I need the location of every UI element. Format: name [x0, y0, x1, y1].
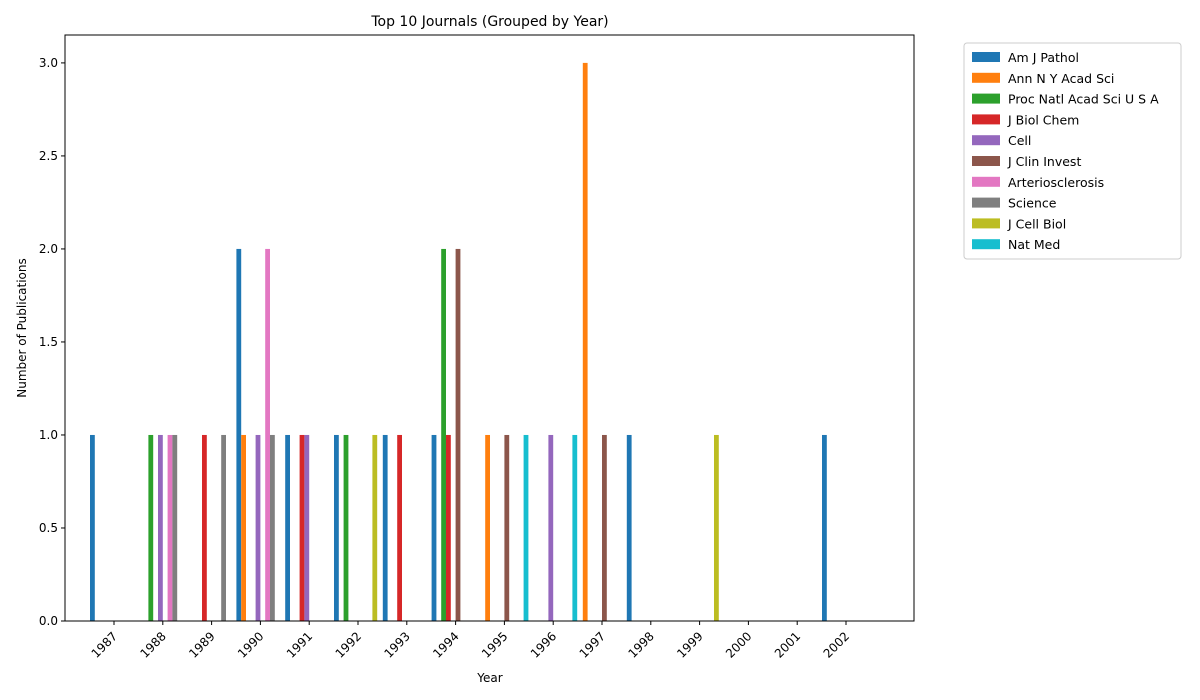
- bar-j-clin-invest-1997: [602, 434, 607, 621]
- bar-am-j-pathol-1987: [90, 434, 95, 621]
- x-axis-label: Year: [476, 671, 502, 685]
- legend: Am J Pathol Ann N Y Acad Sci Proc Natl Aca…: [963, 42, 1182, 260]
- bar-j-clin-invest-1994: [455, 248, 461, 621]
- bar-nat-med-1996: [572, 434, 578, 621]
- x-tick-label: 1998: [625, 629, 656, 660]
- x-tick-label: 1991: [284, 629, 315, 660]
- legend-swatch: [972, 114, 1000, 125]
- bar-j-biol-chem-1994: [446, 434, 451, 621]
- y-tick-label: 1.5: [39, 335, 58, 349]
- y-tick-label: 0.0: [39, 614, 58, 628]
- bar-nat-med-1995: [523, 434, 529, 621]
- x-tick-label: 1994: [430, 629, 461, 660]
- bars-group: [90, 62, 827, 621]
- plot-frame: [64, 34, 915, 622]
- bar-j-clin-invest-1995: [504, 434, 510, 621]
- y-tick-label: 2.0: [39, 242, 58, 256]
- legend-entry-label: Arteriosclerosis: [1008, 175, 1104, 190]
- x-tick-label: 1989: [186, 629, 217, 660]
- x-tick-label: 1988: [137, 629, 168, 660]
- bar-am-j-pathol-1993: [382, 434, 388, 621]
- legend-swatch: [972, 176, 1000, 187]
- bar-cell-1996: [548, 434, 554, 621]
- bar-science-1988: [172, 434, 178, 621]
- bar-proc-natl-acad-sci-u-s-a-1994: [441, 248, 446, 621]
- y-tick-label: 2.5: [39, 149, 58, 163]
- legend-swatch: [972, 156, 1000, 166]
- legend-swatch: [972, 197, 1000, 208]
- bar-arteriosclerosis-1988: [167, 434, 173, 621]
- legend-entry-label: Am J Pathol: [1008, 50, 1079, 65]
- bar-am-j-pathol-2002: [822, 434, 827, 621]
- x-tick-label: 1995: [479, 629, 510, 660]
- bar-am-j-pathol-1998: [626, 434, 632, 621]
- legend-entry-label: J Clin Invest: [1007, 154, 1081, 169]
- chart-title: Top 10 Journals (Grouped by Year): [370, 14, 608, 30]
- bar-j-biol-chem-1993: [397, 434, 402, 621]
- legend-swatch: [972, 72, 1000, 83]
- bar-am-j-pathol-1991: [285, 434, 290, 621]
- x-tick-label: 2001: [772, 629, 803, 660]
- bar-arteriosclerosis-1990: [265, 248, 270, 621]
- legend-box: [963, 42, 1182, 260]
- legend-swatch: [972, 218, 1000, 229]
- x-tick-label: 1996: [528, 629, 559, 660]
- legend-entry-label: Science: [1008, 196, 1057, 211]
- legend-swatch: [972, 135, 1000, 146]
- x-tick-label: 1992: [333, 629, 364, 660]
- y-tick-label: 0.5: [39, 521, 58, 535]
- bar-science-1990: [270, 434, 275, 621]
- bar-cell-1990: [255, 434, 261, 621]
- bar-ann-n-y-acad-sci-1990: [241, 434, 246, 621]
- bar-j-cell-biol-1992: [372, 434, 378, 621]
- legend-swatch: [972, 239, 1000, 250]
- x-tick-label: 1997: [577, 629, 608, 660]
- bar-j-biol-chem-1991: [299, 434, 305, 621]
- bar-am-j-pathol-1990: [236, 248, 242, 621]
- bar-j-biol-chem-1989: [202, 434, 207, 621]
- x-tick-label: 1993: [381, 629, 412, 660]
- bar-am-j-pathol-1994: [431, 434, 437, 621]
- legend-entry-label: Proc Natl Acad Sci U S A: [1008, 92, 1159, 107]
- x-tick-label: 2000: [723, 629, 754, 660]
- legend-entry-label: Nat Med: [1008, 237, 1060, 252]
- bar-ann-n-y-acad-sci-1997: [582, 62, 588, 621]
- y-tick-label: 3.0: [39, 56, 58, 70]
- bar-ann-n-y-acad-sci-1995: [485, 434, 490, 621]
- legend-entry-label: J Biol Chem: [1007, 112, 1079, 127]
- x-tick-label: 2002: [821, 629, 852, 660]
- legend-entry-label: Ann N Y Acad Sci: [1008, 71, 1114, 86]
- y-tick-label: 1.0: [39, 428, 58, 442]
- bar-cell-1991: [304, 434, 310, 621]
- bar-science-1989: [221, 434, 226, 621]
- y-axis-label: Number of Publications: [15, 258, 29, 398]
- legend-entry-label: J Cell Biol: [1007, 216, 1066, 231]
- bar-proc-natl-acad-sci-u-s-a-1992: [343, 434, 349, 621]
- legend-entry-label: Cell: [1008, 133, 1031, 148]
- bar-j-cell-biol-1999: [714, 434, 719, 621]
- legend-swatch: [972, 93, 1000, 104]
- bar-proc-natl-acad-sci-u-s-a-1988: [148, 434, 154, 621]
- x-tick-label: 1990: [235, 629, 266, 660]
- x-tick-label: 1987: [89, 629, 120, 660]
- bar-am-j-pathol-1992: [334, 434, 339, 621]
- bar-cell-1988: [158, 434, 163, 621]
- x-tick-label: 1999: [674, 629, 705, 660]
- legend-swatch: [972, 52, 1000, 62]
